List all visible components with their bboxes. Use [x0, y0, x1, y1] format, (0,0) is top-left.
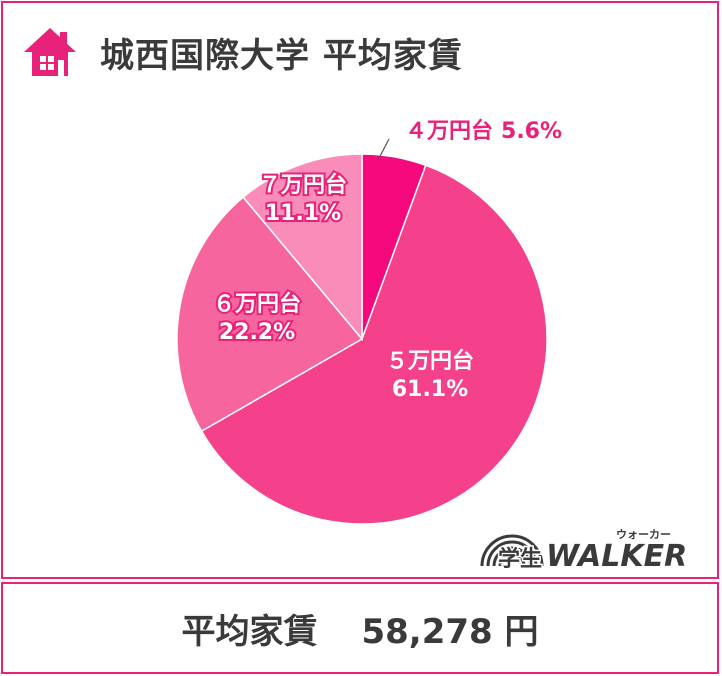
house-icon: [24, 28, 76, 76]
logo-text-ruby: ウォーカー: [616, 528, 671, 541]
pie-chart: ４万円台 5.6% ５万円台 61.1% ６万円台 22.2% ７万円台 11.1…: [176, 118, 562, 525]
average-rent-value: 58,278 円: [361, 611, 539, 652]
slice-value-5: 61.1%: [392, 377, 468, 402]
pie-slice-5: [200, 164, 548, 525]
gakusei-walker-logo: 学生 WALKER ウォーカー: [480, 528, 687, 574]
slice-label-7: ７万円台: [259, 172, 347, 198]
logo-text-brand: WALKER: [546, 539, 687, 574]
slice-label-5: ５万円台: [386, 348, 474, 374]
leader-line-4: [377, 138, 390, 161]
average-rent-label: 平均家賃: [181, 611, 318, 652]
pie-labels: ４万円台 5.6% ５万円台 61.1% ６万円台 22.2% ７万円台 11.1…: [211, 118, 562, 402]
slice-value-6: 22.2%: [219, 320, 295, 345]
pie-slices: [176, 153, 548, 525]
slice-label-4: ４万円台 5.6%: [405, 118, 562, 144]
logo-text-main: 学生: [498, 546, 542, 572]
pie-slice-6: [176, 196, 364, 433]
slice-label-6: ６万円台: [213, 291, 301, 317]
slice-value-7: 11.1%: [265, 201, 341, 226]
pie-slice-7: [242, 153, 363, 342]
chart-title: 城西国際大学 平均家賃: [100, 36, 463, 76]
average-rent-footer: 平均家賃 58,278 円: [1, 582, 719, 674]
